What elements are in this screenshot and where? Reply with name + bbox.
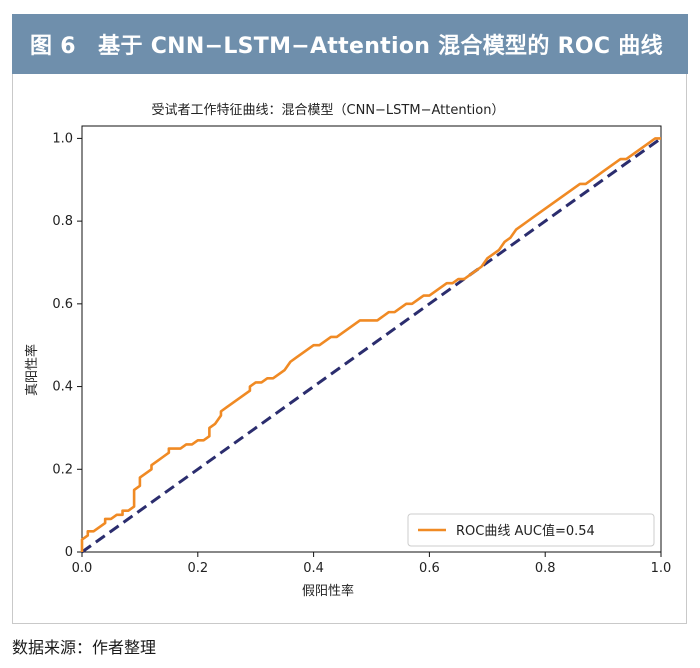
plot-area: 0.0 0.2 0.4 0.6 0.8 1.0 0 0.2 0.4 0.6 0.8 1.0 ROC曲线 … [52, 125, 672, 576]
chart-title: 受试者工作特征曲线：混合模型（CNN−LSTM−Attention） [152, 103, 505, 118]
diagonal-reference-line [81, 137, 662, 554]
x-tick-label: 0.0 [72, 561, 93, 576]
x-tick-label: 0.8 [535, 561, 556, 576]
y-tick-label: 0.6 [52, 297, 73, 312]
y-tick-label: 0.2 [52, 462, 73, 477]
roc-curve-line [80, 137, 661, 552]
x-axis-label: 假阳性率 [302, 583, 354, 599]
figure-caption-banner: 图 6 基于 CNN−LSTM−Attention 混合模型的 ROC 曲线 [12, 14, 688, 74]
roc-chart: 受试者工作特征曲线：混合模型（CNN−LSTM−Attention） 0.0 0.… [24, 103, 672, 599]
legend: ROC曲线 AUC值=0.54 [407, 513, 655, 547]
x-tick-label: 0.2 [187, 561, 208, 576]
legend-label: ROC曲线 AUC值=0.54 [456, 523, 595, 539]
figure-caption: 图 6 基于 CNN−LSTM−Attention 混合模型的 ROC 曲线 [30, 34, 663, 59]
y-tick-label: 0 [65, 545, 73, 560]
y-axis-label: 真阳性率 [24, 344, 40, 396]
y-tick-label: 0.8 [52, 214, 73, 229]
x-tick-label: 0.4 [303, 561, 324, 576]
x-tick-label: 0.6 [419, 561, 440, 576]
legend-box [407, 513, 655, 547]
y-tick-label: 1.0 [52, 131, 73, 146]
x-tick-label: 1.0 [651, 561, 672, 576]
y-tick-label: 0.4 [52, 380, 73, 395]
figure-frame [12, 74, 687, 624]
plot-frame [81, 125, 662, 553]
source-note: 数据来源：作者整理 [12, 638, 157, 657]
